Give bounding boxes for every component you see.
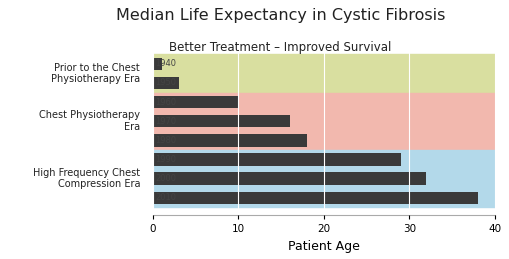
- Bar: [153, 172, 426, 185]
- Text: 1950: 1950: [155, 78, 176, 88]
- Text: Median Life Expectancy in Cystic Fibrosis: Median Life Expectancy in Cystic Fibrosi…: [116, 8, 444, 23]
- Text: 1980: 1980: [155, 136, 176, 145]
- Bar: [153, 192, 476, 204]
- Bar: [153, 115, 289, 127]
- Text: High Frequency Chest
Compression Era: High Frequency Chest Compression Era: [33, 168, 140, 189]
- X-axis label: Patient Age: Patient Age: [288, 240, 359, 253]
- Text: Better Treatment – Improved Survival: Better Treatment – Improved Survival: [169, 41, 391, 54]
- Text: 1940: 1940: [155, 59, 176, 68]
- Text: Chest Physiotherapy
Era: Chest Physiotherapy Era: [39, 110, 140, 132]
- Text: 2000: 2000: [155, 174, 176, 183]
- Bar: [153, 96, 238, 108]
- Bar: [153, 150, 494, 207]
- Bar: [153, 134, 306, 147]
- Text: 1960: 1960: [155, 98, 176, 107]
- Bar: [153, 77, 178, 89]
- Bar: [153, 153, 400, 166]
- Bar: [153, 92, 494, 150]
- Text: 1970: 1970: [155, 117, 176, 126]
- Text: Prior to the Chest
Physiotherapy Era: Prior to the Chest Physiotherapy Era: [51, 63, 140, 84]
- Text: 1990: 1990: [155, 155, 176, 164]
- Bar: [153, 57, 161, 70]
- Bar: [153, 54, 494, 92]
- Text: 2010: 2010: [155, 193, 176, 202]
